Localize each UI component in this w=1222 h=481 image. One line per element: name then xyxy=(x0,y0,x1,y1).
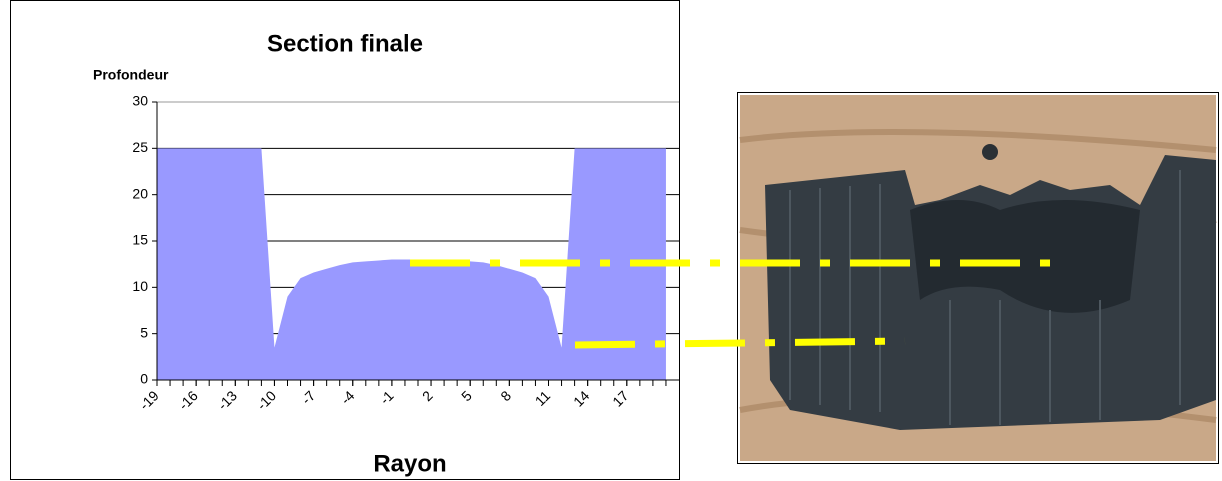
reference-lines xyxy=(410,259,1060,349)
y-tick-label: 20 xyxy=(132,185,148,201)
y-tick-label: 30 xyxy=(132,93,148,109)
chart-frame xyxy=(10,0,680,480)
texture xyxy=(789,170,1181,425)
y-tick-label: 10 xyxy=(132,278,148,294)
y-tick-label: 0 xyxy=(140,371,148,387)
x-axis-label: Rayon xyxy=(373,450,446,477)
debris xyxy=(982,144,998,160)
chart-title: Section finale xyxy=(267,30,423,57)
sample-block xyxy=(765,155,1216,430)
lower-reference-line xyxy=(574,337,906,349)
eroded-surface xyxy=(910,200,1140,313)
y-axis-label: Profondeur xyxy=(93,67,169,83)
y-tick-label: 15 xyxy=(132,232,148,248)
y-tick-label: 5 xyxy=(140,324,148,340)
y-tick-label: 25 xyxy=(132,139,148,155)
photo xyxy=(737,92,1219,464)
